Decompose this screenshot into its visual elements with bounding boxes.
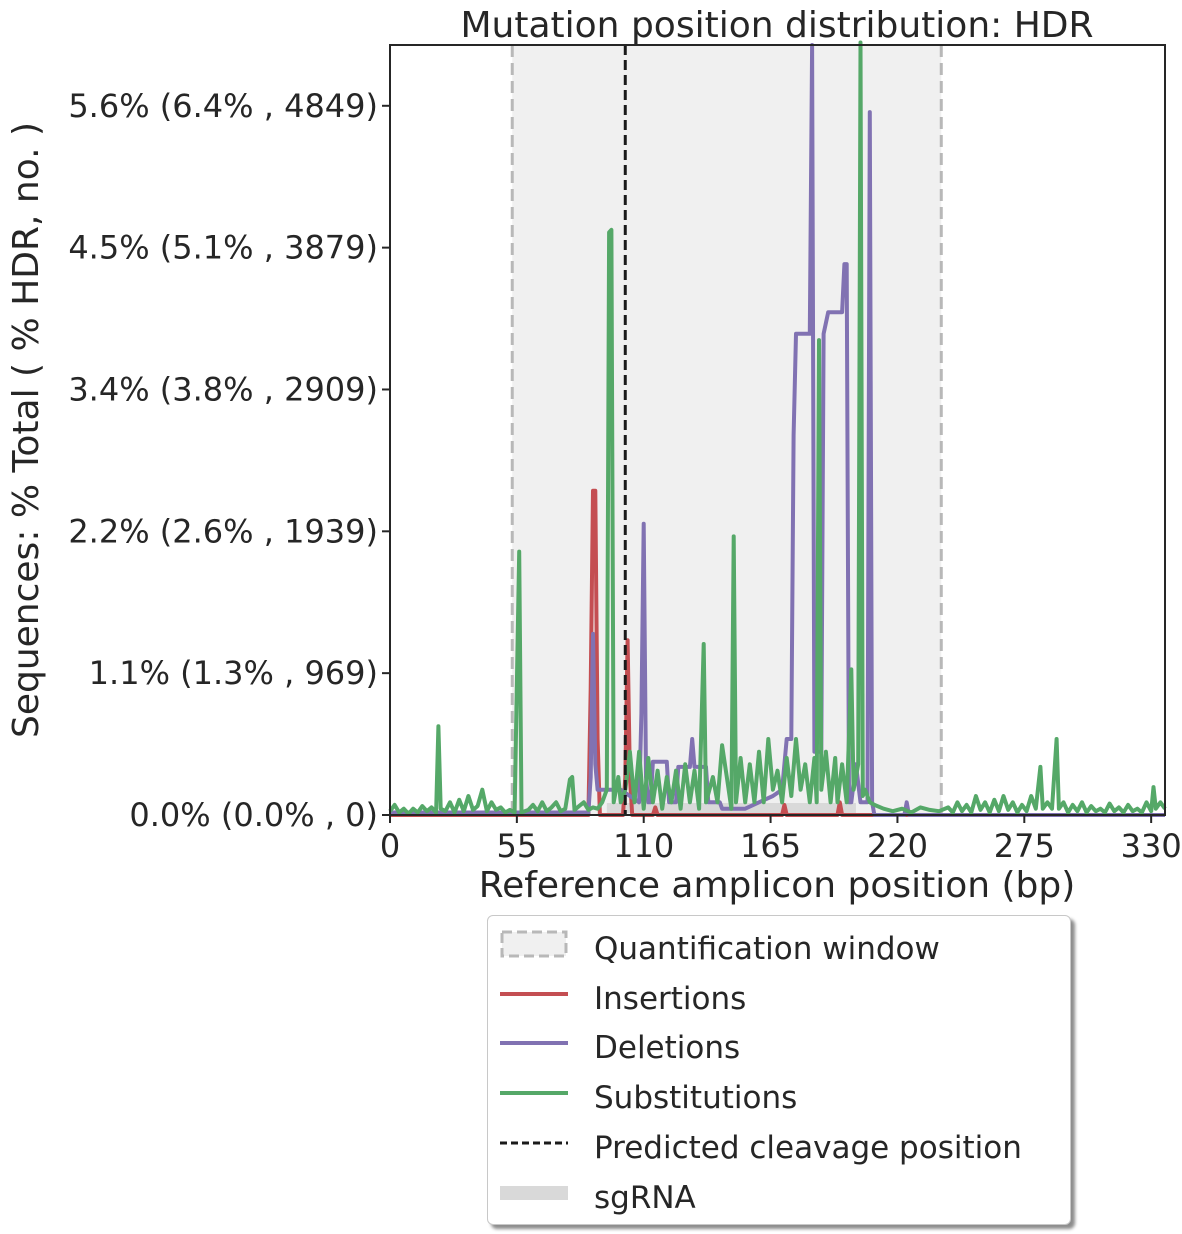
legend-label: Quantification window bbox=[594, 931, 940, 967]
sgrna-swatch bbox=[500, 1186, 568, 1200]
quantification-window bbox=[512, 45, 942, 815]
legend-item-cleavage: Predicted cleavage position bbox=[488, 1127, 1068, 1167]
x-tick-label: 220 bbox=[867, 827, 928, 865]
y-tick-label: 5.6% (6.4% , 4849) bbox=[68, 87, 378, 125]
x-axis-label: Reference amplicon position (bp) bbox=[479, 865, 1076, 906]
legend-label: Insertions bbox=[594, 981, 747, 1017]
x-tick-label: 330 bbox=[1121, 827, 1182, 865]
insertions-swatch bbox=[500, 992, 568, 996]
y-tick-label: 2.2% (2.6% , 1939) bbox=[68, 512, 378, 550]
deletions-swatch bbox=[500, 1041, 568, 1045]
quantification-window-swatch bbox=[500, 930, 568, 958]
x-tick-label: 0 bbox=[380, 827, 400, 865]
cleavage-swatch bbox=[500, 1141, 568, 1145]
mutation-chart: Mutation position distribution: HDR Sequ… bbox=[6, 5, 1182, 906]
chart-title: Mutation position distribution: HDR bbox=[460, 5, 1093, 46]
y-tick-label: 4.5% (5.1% , 3879) bbox=[68, 229, 378, 267]
legend-item-sgrna: sgRNA bbox=[488, 1177, 1068, 1217]
legend-item-deletions: Deletions bbox=[488, 1027, 1068, 1067]
legend-label: Predicted cleavage position bbox=[594, 1130, 1022, 1166]
series-line-substitutions bbox=[388, 40, 1167, 816]
x-tick-label: 165 bbox=[740, 827, 801, 865]
x-tick-label: 110 bbox=[613, 827, 674, 865]
y-tick-label: 3.4% (3.8% , 2909) bbox=[68, 370, 378, 408]
substitutions-swatch bbox=[500, 1091, 568, 1095]
legend-label: Substitutions bbox=[594, 1080, 798, 1116]
y-axis-label: Sequences: % Total ( % HDR, no. ) bbox=[6, 122, 47, 738]
legend-label: sgRNA bbox=[594, 1180, 696, 1216]
plot-frame bbox=[389, 44, 1166, 816]
legend: Quantification window Insertions Deletio… bbox=[487, 915, 1071, 1225]
legend-item-quantification-window: Quantification window bbox=[488, 928, 1068, 968]
y-tick-label: 1.1% (1.3% , 969) bbox=[89, 654, 378, 692]
x-tick-label: 55 bbox=[497, 827, 538, 865]
legend-item-insertions: Insertions bbox=[488, 978, 1068, 1018]
legend-item-substitutions: Substitutions bbox=[488, 1077, 1068, 1117]
x-tick-label: 275 bbox=[994, 827, 1055, 865]
legend-label: Deletions bbox=[594, 1030, 741, 1066]
y-tick-label: 0.0% (0.0% , 0) bbox=[129, 796, 378, 834]
